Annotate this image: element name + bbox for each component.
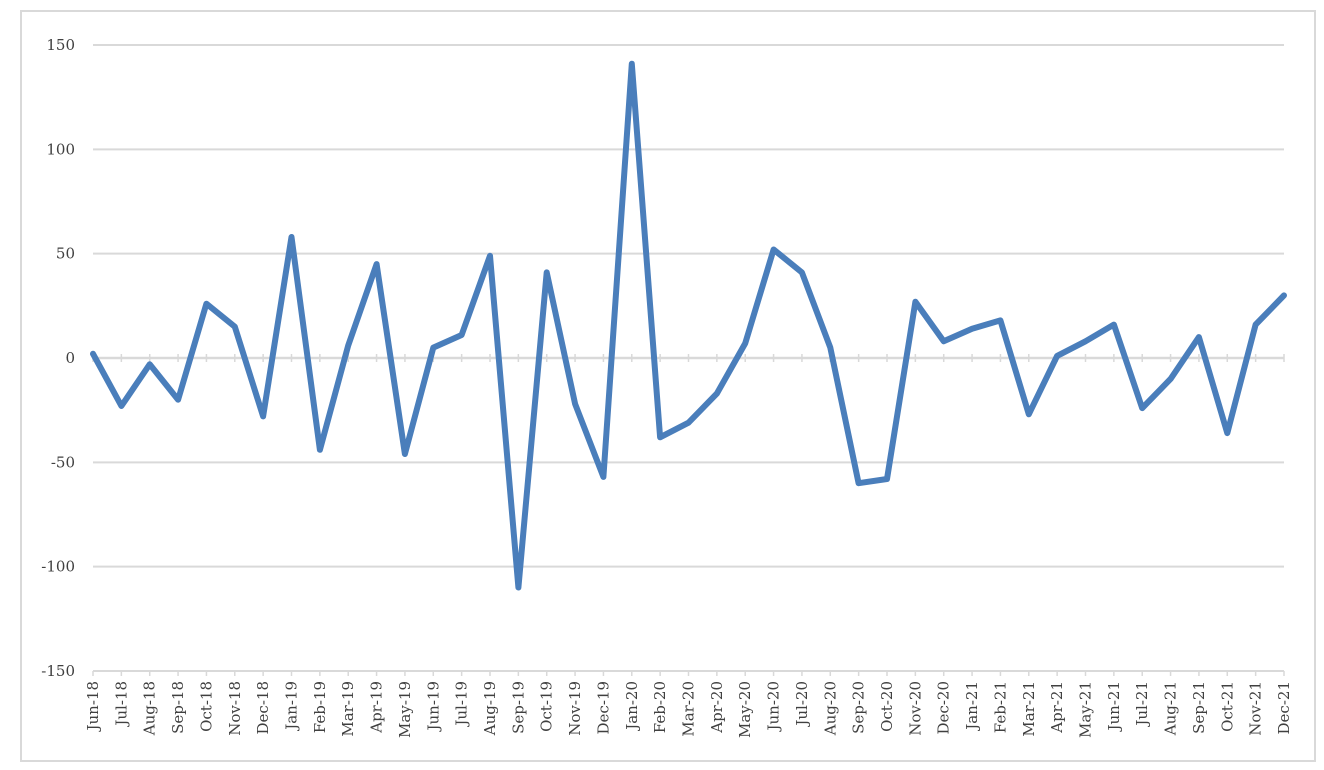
x-tick-label: Mar-19 <box>339 681 357 737</box>
data-point <box>403 452 406 455</box>
x-tick-label: Sep-18 <box>169 681 187 734</box>
data-point <box>1112 323 1115 326</box>
x-tick-label: Oct-19 <box>538 681 556 732</box>
x-tick-label: Feb-21 <box>991 681 1009 733</box>
data-point <box>1084 340 1087 343</box>
x-tick-label: Apr-20 <box>708 681 726 734</box>
data-point <box>744 342 747 345</box>
data-point <box>318 448 321 451</box>
data-point <box>205 302 208 305</box>
x-tick-label: May-21 <box>1077 681 1095 738</box>
data-point <box>715 392 718 395</box>
y-axis: 150 100 50 0 -50 -100 -150 <box>41 36 75 680</box>
data-point <box>659 436 662 439</box>
x-tick-label: Aug-21 <box>1162 681 1180 736</box>
x-tick-label: Apr-19 <box>368 681 386 734</box>
x-tick-label: Feb-20 <box>651 681 669 733</box>
data-point <box>999 319 1002 322</box>
x-tick-label: Dec-19 <box>594 681 612 734</box>
data-point <box>489 254 491 257</box>
x-tick-label: Mar-20 <box>680 681 698 737</box>
data-point <box>914 300 917 303</box>
x-tick-label: Jul-19 <box>453 681 471 728</box>
x-tick-label: May-19 <box>396 681 414 738</box>
data-point <box>800 271 803 274</box>
x-tick-label: Jun-21 <box>1105 681 1123 733</box>
x-tick-label: Dec-18 <box>254 681 272 734</box>
x-tick-label: Apr-21 <box>1048 681 1066 734</box>
data-point <box>233 325 236 328</box>
x-tick-label: Mar-21 <box>1020 681 1038 737</box>
data-point <box>1254 323 1257 326</box>
x-tick-label: Sep-21 <box>1190 681 1208 734</box>
x-tick-label: Sep-19 <box>509 681 527 734</box>
data-point <box>857 482 860 485</box>
x-tick-label: Sep-20 <box>850 681 868 734</box>
x-tick-label: Jul-21 <box>1133 681 1151 728</box>
x-tick-label: Jan-21 <box>963 681 981 732</box>
y-tick-label: -100 <box>41 558 75 576</box>
series-group <box>90 60 1287 591</box>
x-tick-label: Jun-18 <box>84 681 102 733</box>
x-tick-label: Jul-20 <box>793 681 811 728</box>
y-tick-label: 150 <box>46 36 75 54</box>
data-point <box>177 398 180 401</box>
data-point <box>1056 354 1059 357</box>
data-point <box>517 586 520 589</box>
data-point <box>630 62 633 65</box>
x-tick-label: Jul-18 <box>112 681 130 728</box>
data-point <box>1226 432 1229 435</box>
data-point <box>574 402 577 405</box>
y-tick-label: -50 <box>51 453 75 471</box>
x-tick-label: Jun-20 <box>765 681 783 733</box>
x-tick-label: Nov-18 <box>226 681 244 736</box>
data-point <box>1169 377 1172 380</box>
data-point <box>1283 294 1285 297</box>
x-tick-label: Dec-20 <box>935 681 953 734</box>
x-tick-label: Feb-19 <box>311 681 329 733</box>
data-point <box>545 271 548 274</box>
x-tick-label: Jan-19 <box>283 681 301 732</box>
data-point <box>347 344 350 347</box>
data-point <box>432 346 435 349</box>
x-tick-label: Aug-18 <box>141 681 159 736</box>
data-point <box>262 415 265 418</box>
x-tick-label: Dec-21 <box>1275 681 1293 734</box>
data-point <box>886 478 888 481</box>
data-point <box>460 334 463 337</box>
data-point <box>772 248 775 251</box>
y-tick-label: 0 <box>65 349 75 367</box>
data-point <box>148 363 151 366</box>
chart-frame <box>20 10 1316 762</box>
data-point <box>290 235 293 238</box>
data-point <box>602 475 605 478</box>
data-point <box>1027 413 1030 416</box>
y-tick-label: -150 <box>41 662 75 680</box>
y-tick-label: 100 <box>46 140 75 158</box>
x-tick-label: Aug-20 <box>821 681 839 736</box>
data-point <box>829 346 832 349</box>
series-line <box>90 60 1287 591</box>
data-point <box>942 340 945 343</box>
x-tick-label: Nov-21 <box>1247 681 1265 736</box>
data-point <box>1197 336 1200 339</box>
x-tick-label: Oct-21 <box>1218 681 1236 732</box>
x-tick-label: Oct-18 <box>197 681 215 732</box>
data-point <box>120 404 123 407</box>
x-tick-label: Nov-20 <box>906 681 924 736</box>
data-point <box>1141 407 1144 410</box>
data-point <box>687 421 690 424</box>
data-point <box>92 352 94 355</box>
x-tick-label: Oct-20 <box>878 681 896 732</box>
data-point <box>971 327 974 330</box>
x-tick-label: Jun-19 <box>424 681 442 733</box>
x-tick-label: Jan-20 <box>623 681 641 732</box>
data-point <box>375 263 378 266</box>
y-tick-label: 50 <box>56 245 75 263</box>
x-tick-label: Aug-19 <box>481 681 499 736</box>
x-tick-label: Nov-19 <box>566 681 584 736</box>
x-tick-label: May-20 <box>736 681 754 738</box>
